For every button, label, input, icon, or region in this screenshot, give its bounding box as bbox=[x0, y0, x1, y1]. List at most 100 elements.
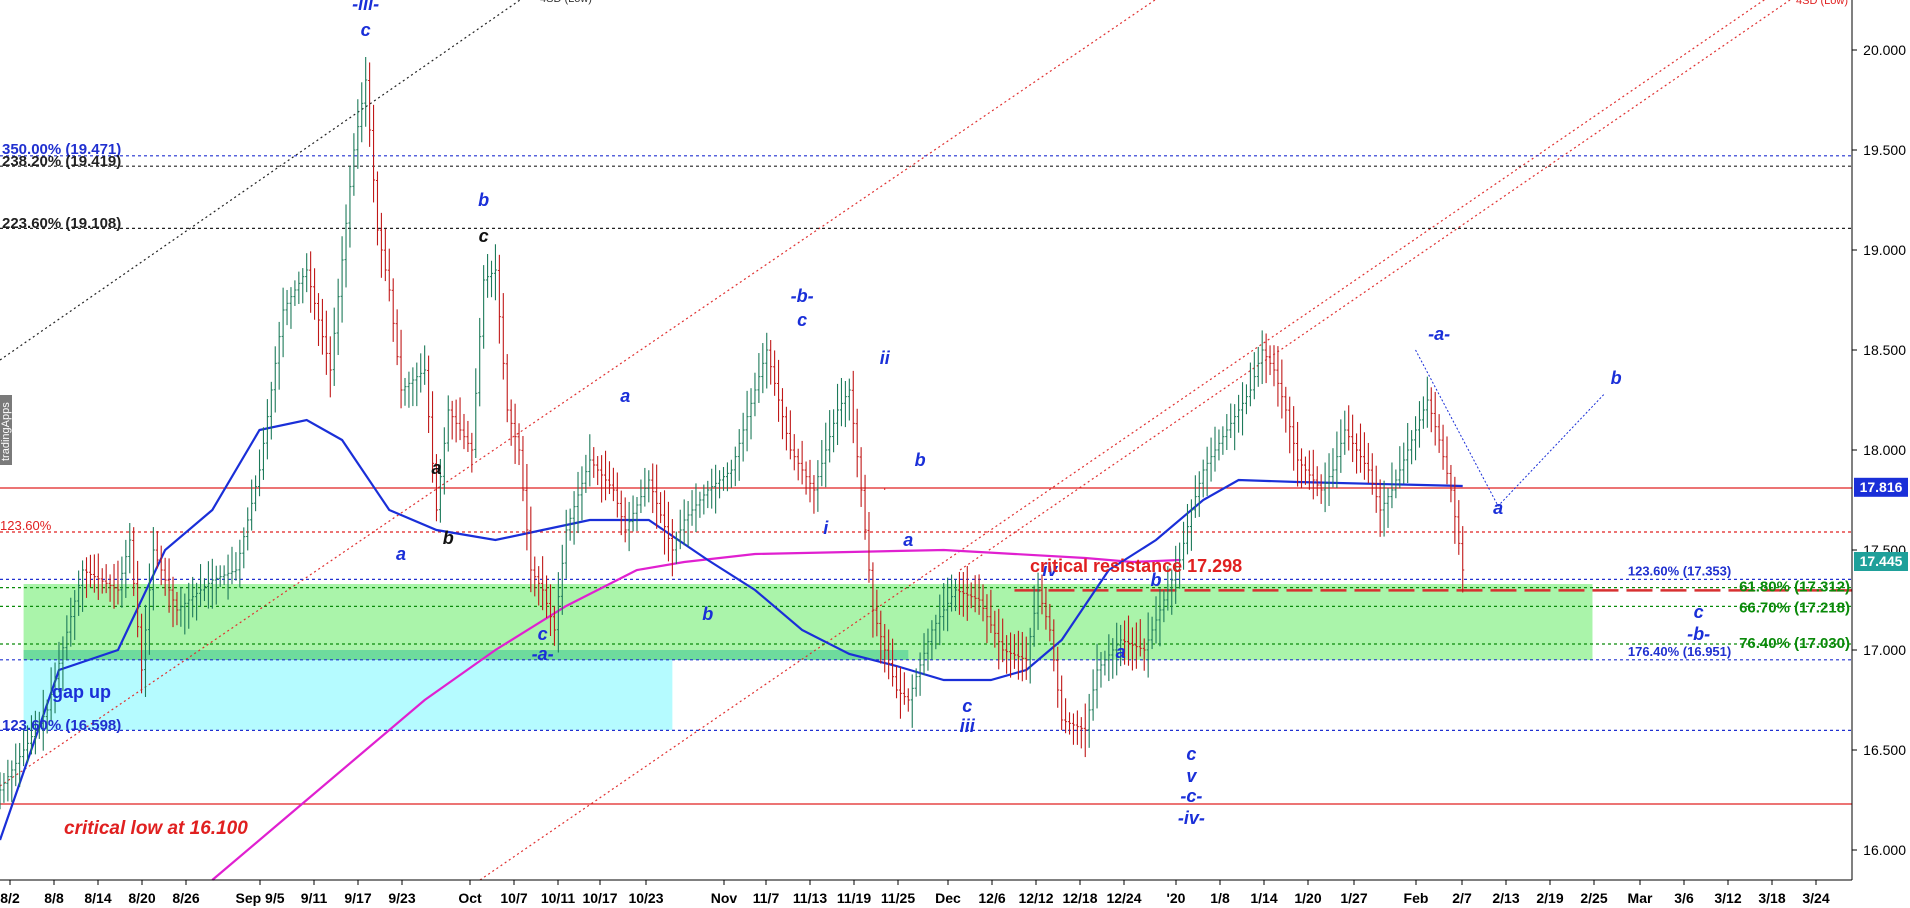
x-tick-label-17: 11/19 bbox=[837, 890, 871, 906]
x-tick-label-14: Nov bbox=[711, 890, 738, 906]
critical-resistance-label: critical resistance 17.298 bbox=[1030, 556, 1242, 576]
zone-overlap bbox=[23, 650, 909, 660]
cyan-zone bbox=[23, 660, 673, 730]
channel-black bbox=[0, 0, 521, 361]
x-tick-label-8: 9/23 bbox=[388, 890, 415, 906]
x-tick-label-20: 12/6 bbox=[978, 890, 1005, 906]
wave-label-20: c bbox=[962, 696, 972, 716]
x-tick-label-6: 9/11 bbox=[301, 890, 328, 906]
level-label-1236-right: 123.60% (17.353) bbox=[1628, 563, 1731, 578]
wave-label-4: a bbox=[431, 458, 441, 478]
x-tick-label-25: 1/8 bbox=[1210, 890, 1230, 906]
ma-magenta bbox=[211, 548, 1180, 881]
wave-label-18: b bbox=[1151, 570, 1162, 590]
side-tab-label: tradingApps bbox=[0, 402, 12, 461]
wave-label-2: b bbox=[478, 190, 489, 210]
price-box-0 bbox=[1854, 477, 1908, 497]
wave-label-5: a bbox=[396, 544, 406, 564]
level-label-left-1: 238.20% (19.419) bbox=[2, 153, 121, 170]
level-label-left-3: 123.60% (16.598) bbox=[2, 717, 121, 734]
x-tick-label-38: 3/24 bbox=[1802, 890, 1829, 906]
wave-label-1: c bbox=[361, 20, 371, 40]
y-tick-label-6: 19.000 bbox=[1863, 242, 1906, 258]
level-label-618: 61.80% (17.312) bbox=[1739, 579, 1850, 596]
wave-label-8: -a- bbox=[532, 644, 554, 664]
zones bbox=[23, 584, 1593, 730]
green-zone bbox=[23, 584, 1593, 660]
x-tick-label-34: Mar bbox=[1628, 890, 1653, 906]
level-label-764: 76.40% (17.030) bbox=[1739, 635, 1850, 652]
wave-label-24: -c- bbox=[1180, 786, 1202, 806]
level-label-667: 66.70% (17.218) bbox=[1739, 599, 1850, 616]
x-tick-label-5: Sep 9/5 bbox=[235, 890, 284, 906]
y-tick-label-8: 20.000 bbox=[1863, 42, 1906, 58]
wave-label-29: c bbox=[1694, 602, 1704, 622]
level-label-red-1236: 123.60% bbox=[0, 518, 52, 533]
side-tab-bg bbox=[0, 395, 12, 465]
wave-label-7: c bbox=[538, 624, 548, 644]
x-tick-label-11: 10/11 bbox=[541, 890, 575, 906]
x-tick-label-19: Dec bbox=[935, 890, 961, 906]
y-tick-label-0: 16.000 bbox=[1863, 842, 1906, 858]
channel-lines bbox=[0, 0, 1791, 881]
wave-label-13: ii bbox=[880, 348, 891, 368]
x-tick-label-10: 10/7 bbox=[500, 890, 527, 906]
x-tick-label-0: 8/2 bbox=[0, 890, 20, 906]
wave-label-0: -iii- bbox=[352, 0, 379, 14]
wave-label-28: b bbox=[1611, 368, 1622, 388]
moving-averages bbox=[0, 418, 1463, 881]
wave-label-22: c bbox=[1186, 744, 1196, 764]
y-tick-label-7: 19.500 bbox=[1863, 142, 1906, 158]
critical-low-label: critical low at 16.100 bbox=[64, 818, 248, 839]
price-series bbox=[0, 56, 1465, 810]
x-tick-label-33: 2/25 bbox=[1580, 890, 1607, 906]
price-box-label-1: 17.445 bbox=[1860, 553, 1903, 569]
price-box-1 bbox=[1854, 552, 1908, 571]
wave-label-23: v bbox=[1186, 766, 1197, 786]
wave-label-27: a bbox=[1493, 498, 1503, 518]
wave-label-21: iii bbox=[960, 716, 976, 736]
channel-red-2 bbox=[479, 0, 1766, 881]
wave-label-12: c bbox=[797, 310, 807, 330]
wave-label-16: a bbox=[903, 530, 913, 550]
x-tick-label-30: 2/7 bbox=[1452, 890, 1472, 906]
ma-blue bbox=[0, 418, 1463, 841]
wave-dotted bbox=[1415, 349, 1605, 507]
x-tick-label-28: 1/27 bbox=[1340, 890, 1367, 906]
x-tick-label-22: 12/18 bbox=[1062, 890, 1097, 906]
gap-up-label: gap up bbox=[52, 682, 111, 702]
side-tab: tradingApps bbox=[0, 395, 12, 465]
level-label-left-0: 350.00% (19.471) bbox=[2, 141, 121, 158]
x-tick-label-2: 8/14 bbox=[84, 890, 111, 906]
x-tick-label-13: 10/23 bbox=[628, 890, 663, 906]
y-tick-label-5: 18.500 bbox=[1863, 342, 1906, 358]
x-tick-label-7: 9/17 bbox=[344, 890, 371, 906]
annotations: 350.00% (19.471)238.20% (19.419) 223.60% … bbox=[0, 0, 1850, 839]
x-tick-label-4: 8/26 bbox=[172, 890, 199, 906]
wave-label-15: b bbox=[915, 450, 926, 470]
wave-label-25: -iv- bbox=[1178, 808, 1205, 828]
x-tick-label-12: 10/17 bbox=[582, 890, 617, 906]
x-tick-label-32: 2/19 bbox=[1536, 890, 1563, 906]
wave-label-11: -b- bbox=[791, 286, 814, 306]
x-tick-label-31: 2/13 bbox=[1492, 890, 1519, 906]
x-tick-label-18: 11/25 bbox=[881, 890, 915, 906]
x-tick-label-3: 8/20 bbox=[128, 890, 155, 906]
wave-label-30: -b- bbox=[1687, 624, 1710, 644]
x-tick-label-9: Oct bbox=[458, 890, 482, 906]
x-tick-label-37: 3/18 bbox=[1758, 890, 1785, 906]
wave-label-9: a bbox=[620, 386, 630, 406]
level-lines bbox=[0, 155, 1852, 805]
y-tick-label-4: 18.000 bbox=[1863, 442, 1906, 458]
channel-label-mid: 4SD (Low) bbox=[540, 0, 592, 5]
wave-label-19: a bbox=[1116, 642, 1126, 662]
price-box-label-0: 17.816 bbox=[1860, 479, 1903, 495]
channel-label-right: 4SD (Low) bbox=[1796, 0, 1848, 7]
wave-label-14: i bbox=[823, 518, 829, 538]
level-label-1764: 176.40% (16.951) bbox=[1628, 644, 1731, 659]
wave-label-10: b bbox=[702, 604, 713, 624]
x-tick-label-35: 3/6 bbox=[1674, 890, 1694, 906]
x-tick-label-23: 12/24 bbox=[1106, 890, 1141, 906]
